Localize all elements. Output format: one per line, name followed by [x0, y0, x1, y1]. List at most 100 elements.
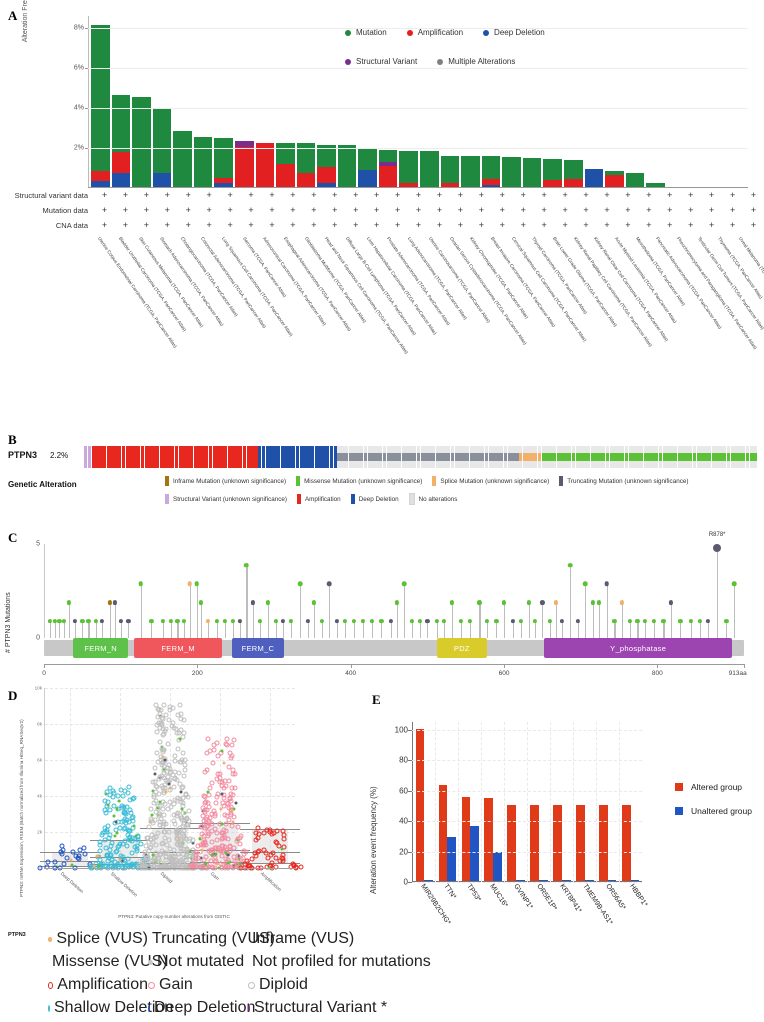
- panel-d-sample-point[interactable]: [230, 767, 236, 773]
- panel-d-sample-point[interactable]: [119, 819, 125, 825]
- panel-d-sample-point[interactable]: [148, 806, 154, 812]
- panel-d-sample-point[interactable]: [113, 834, 117, 838]
- panel-c-mutation-marker[interactable]: [94, 619, 99, 624]
- panel-d-sample-point[interactable]: [181, 773, 187, 779]
- panel-d-sample-point[interactable]: [111, 790, 117, 796]
- panel-d-sample-point[interactable]: [129, 850, 135, 856]
- panel-d-sample-point[interactable]: [180, 800, 186, 806]
- panel-b-sample-cell[interactable]: [511, 446, 515, 468]
- panel-d-sample-point[interactable]: [280, 856, 286, 862]
- panel-d-sample-point[interactable]: [143, 855, 149, 861]
- panel-d-sample-point[interactable]: [142, 849, 148, 855]
- panel-b-sample-cell[interactable]: [95, 446, 99, 468]
- panel-b-sample-cell[interactable]: [435, 446, 440, 468]
- panel-d-sample-point[interactable]: [238, 865, 244, 871]
- panel-b-sample-cell[interactable]: [212, 446, 216, 468]
- panel-b-sample-cell[interactable]: [579, 446, 583, 468]
- panel-d-sample-point[interactable]: [127, 837, 133, 843]
- panel-b-sample-cell[interactable]: [431, 446, 436, 468]
- panel-c-mutation-marker[interactable]: [442, 619, 447, 624]
- panel-d-sample-point[interactable]: [231, 737, 237, 743]
- panel-b-sample-cell[interactable]: [670, 446, 674, 468]
- panel-d-sample-point[interactable]: [269, 860, 275, 866]
- panel-c-mutation-marker[interactable]: [149, 619, 154, 624]
- panel-b-sample-cell[interactable]: [552, 446, 557, 468]
- panel-e-bar-group[interactable]: [619, 722, 642, 881]
- panel-b-sample-cell[interactable]: [454, 446, 458, 468]
- panel-b-sample-cell[interactable]: [522, 446, 527, 468]
- panel-a-bar[interactable]: [152, 109, 172, 187]
- panel-d-sample-point[interactable]: [178, 716, 184, 722]
- panel-a-bar[interactable]: [399, 151, 418, 187]
- panel-d-sample-point[interactable]: [234, 838, 239, 844]
- panel-b-sample-cell[interactable]: [696, 446, 700, 468]
- panel-d-sample-point[interactable]: [107, 807, 113, 813]
- panel-d-sample-point[interactable]: [203, 854, 209, 860]
- panel-b-sample-cell[interactable]: [685, 446, 689, 468]
- panel-d-group-shallow-deletion[interactable]: [87, 688, 152, 871]
- panel-c-domain-ferm_n[interactable]: FERM_N: [73, 638, 129, 658]
- panel-b-sample-cell[interactable]: [571, 446, 576, 468]
- panel-b-sample-cell[interactable]: [499, 446, 504, 468]
- panel-d-sample-point[interactable]: [115, 793, 121, 799]
- panel-c-mutation-marker[interactable]: [205, 619, 211, 624]
- panel-d-sample-point[interactable]: [228, 812, 234, 818]
- panel-d-sample-point[interactable]: [226, 861, 230, 865]
- panel-d-sample-point[interactable]: [70, 849, 76, 855]
- panel-d-sample-point[interactable]: [186, 808, 192, 814]
- panel-d-sample-point[interactable]: [270, 850, 276, 856]
- panel-d-sample-point[interactable]: [182, 767, 188, 773]
- panel-d-sample-point[interactable]: [172, 758, 178, 764]
- panel-d-sample-point[interactable]: [207, 748, 213, 754]
- panel-d-sample-point[interactable]: [163, 712, 169, 718]
- panel-b-sample-cell[interactable]: [469, 446, 474, 468]
- panel-c-mutation-marker[interactable]: [61, 619, 67, 624]
- panel-d-sample-point[interactable]: [155, 759, 160, 764]
- panel-b-sample-cell[interactable]: [265, 446, 269, 468]
- panel-c-mutation-marker[interactable]: [265, 600, 270, 605]
- panel-b-sample-cell[interactable]: [178, 446, 182, 468]
- panel-d-sample-point[interactable]: [126, 784, 132, 790]
- panel-b-sample-cell[interactable]: [303, 446, 307, 468]
- panel-d-sample-point[interactable]: [174, 777, 180, 783]
- panel-c-mutation-marker[interactable]: [731, 581, 737, 587]
- panel-b-sample-cell[interactable]: [106, 446, 111, 468]
- panel-d-sample-point[interactable]: [206, 790, 210, 794]
- panel-d-sample-point[interactable]: [178, 727, 184, 733]
- panel-c-mutation-marker[interactable]: [501, 600, 507, 605]
- panel-c-mutation-marker[interactable]: [661, 619, 666, 624]
- panel-d-sample-point[interactable]: [175, 862, 181, 868]
- panel-d-sample-point[interactable]: [120, 859, 124, 863]
- panel-c-mutation-marker[interactable]: [643, 619, 648, 624]
- panel-d-sample-point[interactable]: [224, 813, 230, 819]
- panel-d-sample-point[interactable]: [273, 855, 279, 861]
- panel-b-sample-cell[interactable]: [155, 446, 160, 468]
- panel-c-mutation-marker[interactable]: [612, 619, 617, 624]
- panel-a-bar[interactable]: [378, 150, 398, 187]
- panel-b-sample-cell[interactable]: [148, 446, 152, 468]
- panel-b-sample-cell[interactable]: [583, 446, 587, 468]
- panel-b-sample-cell[interactable]: [386, 446, 390, 468]
- panel-a-bar[interactable]: [461, 156, 480, 187]
- panel-b-sample-cell[interactable]: [719, 446, 723, 468]
- panel-d-sample-point[interactable]: [157, 725, 163, 731]
- panel-d-sample-point[interactable]: [183, 836, 189, 842]
- panel-d-sample-point[interactable]: [64, 855, 70, 861]
- panel-b-sample-cell[interactable]: [159, 446, 164, 468]
- panel-b-sample-cell[interactable]: [163, 446, 167, 468]
- panel-b-sample-cell[interactable]: [360, 446, 364, 468]
- panel-b-sample-cell[interactable]: [473, 446, 477, 468]
- panel-d-sample-point[interactable]: [150, 820, 156, 826]
- panel-d-sample-point[interactable]: [231, 820, 235, 824]
- panel-d-sample-point[interactable]: [261, 847, 267, 853]
- panel-d-sample-point[interactable]: [178, 737, 182, 741]
- panel-d-sample-point[interactable]: [141, 861, 147, 867]
- panel-d-sample-point[interactable]: [156, 707, 162, 713]
- panel-b-sample-cell[interactable]: [239, 446, 243, 468]
- panel-b-sample-cell[interactable]: [738, 446, 742, 468]
- panel-b-sample-cell[interactable]: [503, 446, 508, 468]
- panel-d-sample-point[interactable]: [97, 848, 103, 854]
- panel-b-sample-cell[interactable]: [254, 446, 258, 468]
- panel-b-sample-cell[interactable]: [295, 446, 300, 468]
- panel-b-sample-cell[interactable]: [447, 446, 451, 468]
